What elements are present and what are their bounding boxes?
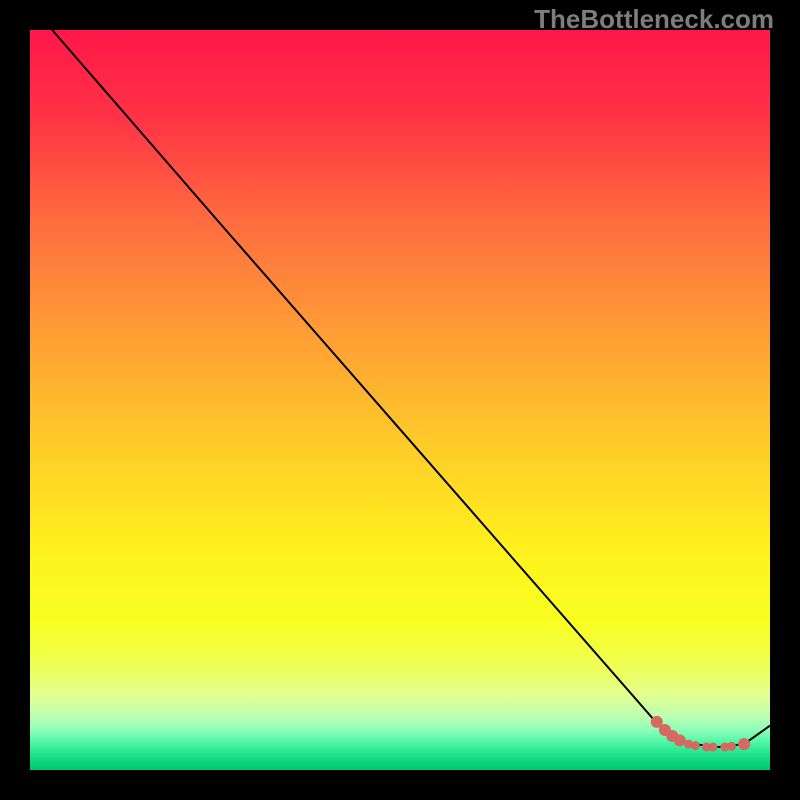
data-marker: [738, 738, 750, 750]
plot-area: [30, 30, 770, 770]
data-marker: [709, 743, 718, 752]
plot-svg: [30, 30, 770, 770]
data-marker: [691, 741, 700, 750]
data-marker: [674, 734, 686, 746]
chart-container: TheBottleneck.com: [0, 0, 800, 800]
data-marker: [727, 742, 736, 751]
gradient-background: [30, 30, 770, 770]
